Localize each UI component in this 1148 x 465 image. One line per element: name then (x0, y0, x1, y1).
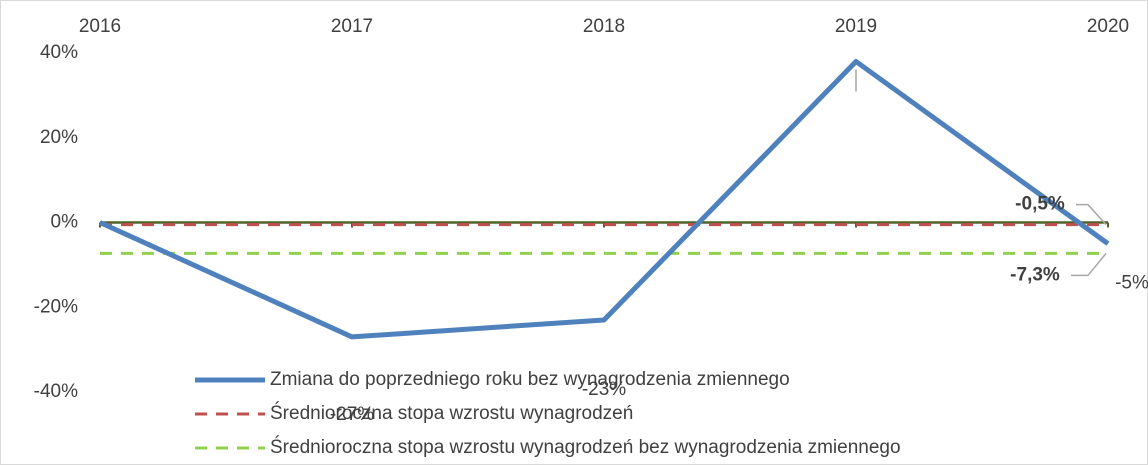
y-tick-label: -40% (34, 381, 78, 402)
legend-label: Zmiana do poprzedniego roku bez wynagrod… (270, 369, 790, 390)
y-tick-label: 20% (40, 127, 78, 148)
y-tick-label: -20% (34, 296, 78, 317)
leader-line (1071, 252, 1107, 277)
x-tick-label: 2020 (1087, 16, 1129, 37)
y-tick-label: 0% (51, 212, 79, 233)
line (98, 58, 1110, 340)
data-label: -0,5% (1015, 194, 1065, 215)
y-tick-label: 40% (40, 42, 78, 63)
data-label: -23% (582, 379, 626, 400)
x-tick-label: 2019 (835, 16, 877, 37)
data-label: -7,3% (1010, 264, 1060, 285)
data-label: -27% (330, 404, 374, 425)
x-tick-label: 2018 (583, 16, 625, 37)
data-label: -5% (1115, 273, 1148, 294)
leader-line (1076, 203, 1107, 226)
x-tick-label: 2016 (79, 16, 121, 37)
x-tick-label: 2017 (331, 16, 373, 37)
legend-label: Średnioroczna stopa wzrostu wynagrodzeń (270, 402, 633, 424)
legend-label: Średnioroczna stopa wzrostu wynagrodzeń … (270, 436, 901, 458)
